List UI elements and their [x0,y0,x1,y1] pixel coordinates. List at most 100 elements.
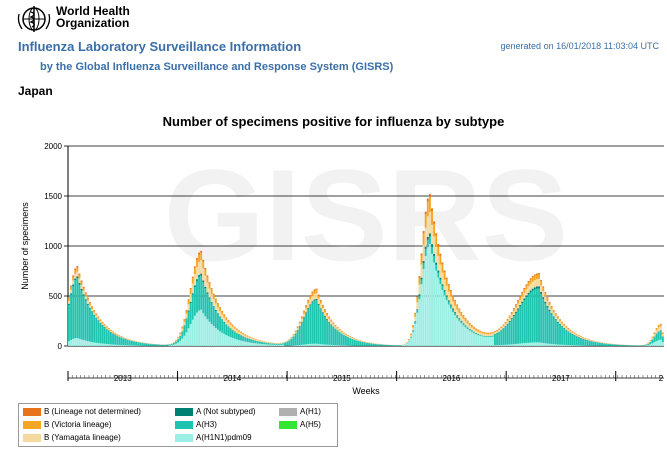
bar-segment [533,274,536,276]
bar-segment [231,337,234,346]
bar-segment [477,335,480,346]
bar-segment [84,292,87,294]
bar-segment [202,261,205,269]
bar-segment [368,343,370,346]
bar-segment [97,317,100,319]
bar-segment [242,334,245,337]
bar-segment [263,341,266,343]
legend-swatch [175,408,193,416]
bar-segment [193,315,196,346]
bar-segment [88,341,91,346]
bar-segment [86,303,89,305]
bar-segment [405,343,408,346]
bar-segment [313,299,316,301]
bar-segment [261,341,263,343]
bar-segment [223,322,226,334]
bar-segment [80,280,83,282]
org-name: World Health Organization [56,5,130,29]
bar-segment [319,300,322,301]
legend-label: B (Lineage not determined) [44,407,141,416]
bar-segment [491,335,494,337]
bar-segment [494,345,496,346]
bar-segment [269,342,272,344]
bar-segment [418,294,421,296]
x-axis-label: Weeks [352,386,380,396]
bar-segment [357,341,360,346]
bar-segment [210,288,213,290]
bar-segment [647,345,650,346]
bar-segment [546,301,549,306]
bar-segment [384,344,387,346]
bar-segment [229,324,232,329]
bar-segment [510,344,513,346]
bar-segment [183,319,186,320]
legend-item: B (Yamagata lineage) [23,433,121,443]
bar-segment [265,342,268,345]
bar-segment [128,345,131,346]
bar-segment [422,231,425,234]
bar-segment [328,322,331,345]
bar-segment [655,340,658,346]
bar-segment [586,339,589,341]
legend-label: A(H1N1)pdm09 [196,433,252,442]
bar-segment [428,193,431,197]
bar-segment [91,307,93,310]
bar-segment [661,332,664,335]
bar-segment [546,305,549,308]
bar-segment [181,328,184,332]
bar-segment [420,264,423,278]
bar-segment [475,328,478,331]
bar-segment [452,295,454,297]
bar-segment [529,278,532,280]
bar-segment [319,309,322,345]
bar-segment [565,345,568,346]
bar-segment [305,305,308,306]
bar-segment [508,321,511,322]
bar-segment [340,331,343,333]
bar-segment [473,332,475,334]
bar-segment [515,312,517,344]
bar-segment [477,334,480,336]
bar-segment [305,308,308,313]
bar-segment [544,301,547,304]
bar-segment [139,342,142,346]
bar-segment [567,345,570,346]
bar-segment [88,302,91,306]
bar-segment [498,332,501,346]
bar-segment [462,315,465,316]
bar-segment [582,337,585,339]
bar-segment [435,262,438,265]
bar-segment [372,343,375,346]
bar-segment [275,344,278,346]
bar-segment [263,344,266,346]
org-name-line2: Organization [56,16,130,30]
bar-segment [177,342,180,346]
bar-segment [454,300,457,302]
bar-segment [441,264,444,273]
bar-segment [588,340,591,346]
bar-segment [235,328,238,331]
bar-segment [380,344,383,346]
bar-segment [542,287,545,292]
bar-segment [82,294,85,296]
bar-segment [500,328,503,331]
bar-segment [456,305,459,310]
bar-segment [200,309,203,346]
bar-segment [221,320,224,333]
bar-segment [86,298,89,301]
bar-segment [116,334,119,335]
bar-segment [355,340,358,346]
bar-segment [208,288,211,298]
bar-segment [418,295,421,300]
bar-segment [546,297,549,299]
bar-segment [464,321,467,326]
bar-segment [342,345,345,346]
bar-segment [93,342,96,346]
bar-segment [428,212,431,234]
bar-segment [420,284,423,346]
bar-segment [267,342,270,344]
bar-segment [500,327,503,329]
bar-segment [120,337,123,346]
bar-segment [519,304,522,307]
bar-segment [212,307,215,327]
